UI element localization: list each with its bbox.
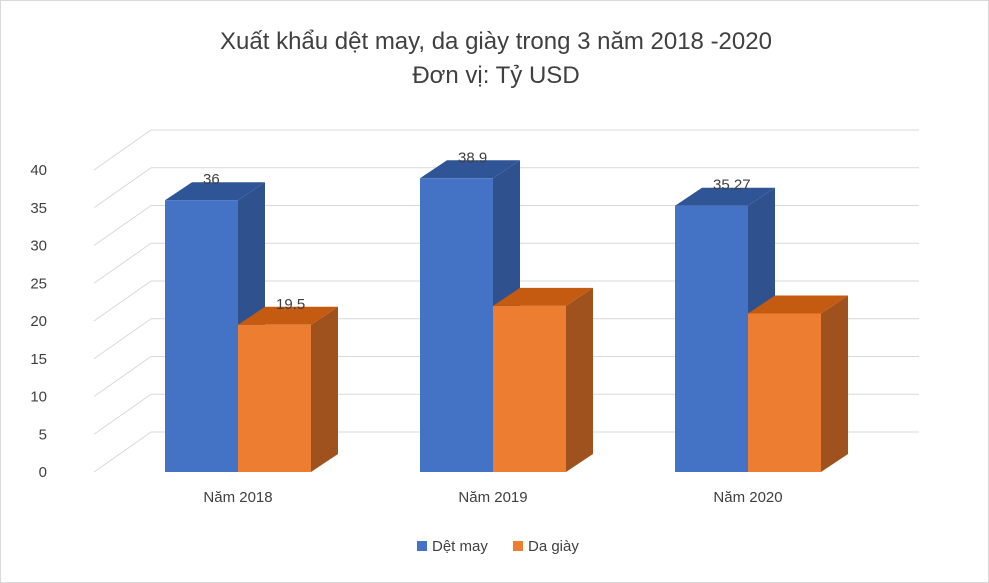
chart-title: Xuất khẩu dệt may, da giày trong 3 năm 2… bbox=[220, 28, 772, 55]
x-tick-label: Năm 2019 bbox=[458, 489, 527, 506]
x-tick-label: Năm 2018 bbox=[203, 489, 272, 506]
data-label: 36 bbox=[203, 171, 220, 188]
y-tick-label: 5 bbox=[39, 426, 47, 443]
bar bbox=[420, 178, 493, 472]
data-label: 19.5 bbox=[276, 296, 305, 313]
bar-top bbox=[238, 306, 338, 325]
y-tick-label: 20 bbox=[30, 313, 47, 330]
bar bbox=[238, 324, 311, 472]
gridline-side bbox=[93, 280, 152, 322]
y-axis-ticks: 0 5 10 15 20 25 30 35 40 bbox=[30, 162, 47, 481]
bar bbox=[675, 205, 748, 473]
y-tick-label: 10 bbox=[30, 389, 47, 406]
x-tick-label: Năm 2020 bbox=[713, 489, 782, 506]
data-label: 38.9 bbox=[458, 149, 487, 166]
bar bbox=[493, 305, 566, 472]
bar-top bbox=[748, 295, 848, 314]
data-labels: 36 19.5 38.9 35.27 bbox=[203, 149, 751, 312]
gridline-side bbox=[93, 129, 152, 171]
y-tick-label: 40 bbox=[30, 162, 47, 179]
bar-top bbox=[675, 187, 775, 206]
bar-side bbox=[311, 306, 338, 472]
y-tick-label: 15 bbox=[30, 351, 47, 368]
legend-swatch bbox=[417, 541, 427, 551]
bar-side bbox=[821, 295, 848, 472]
bar-side bbox=[566, 287, 593, 472]
bars bbox=[165, 160, 848, 473]
gridline-side bbox=[93, 356, 152, 397]
bar-top bbox=[420, 160, 520, 179]
gridline-side bbox=[93, 431, 152, 473]
y-tick-label: 25 bbox=[30, 275, 47, 292]
y-tick-label: 35 bbox=[30, 200, 47, 217]
bar bbox=[748, 313, 821, 472]
legend: Dệt may Da giày bbox=[417, 538, 579, 555]
gridline-side bbox=[93, 242, 152, 284]
gridline-side bbox=[93, 167, 152, 209]
legend-label: Dệt may bbox=[432, 538, 488, 555]
gridline-side bbox=[93, 205, 152, 246]
bar-top bbox=[165, 182, 265, 201]
legend-label: Da giày bbox=[528, 538, 579, 555]
gridline-side bbox=[93, 318, 152, 360]
data-label: 35.27 bbox=[713, 177, 751, 194]
x-axis-categories: Năm 2018 Năm 2019 Năm 2020 bbox=[203, 489, 782, 506]
y-tick-label: 30 bbox=[30, 238, 47, 255]
y-tick-label: 0 bbox=[39, 464, 47, 481]
bar bbox=[165, 200, 238, 472]
gridline-side bbox=[93, 393, 152, 435]
bar-top bbox=[493, 287, 593, 306]
chart-subtitle: Đơn vị: Tỷ USD bbox=[412, 62, 579, 89]
legend-swatch bbox=[513, 541, 523, 551]
